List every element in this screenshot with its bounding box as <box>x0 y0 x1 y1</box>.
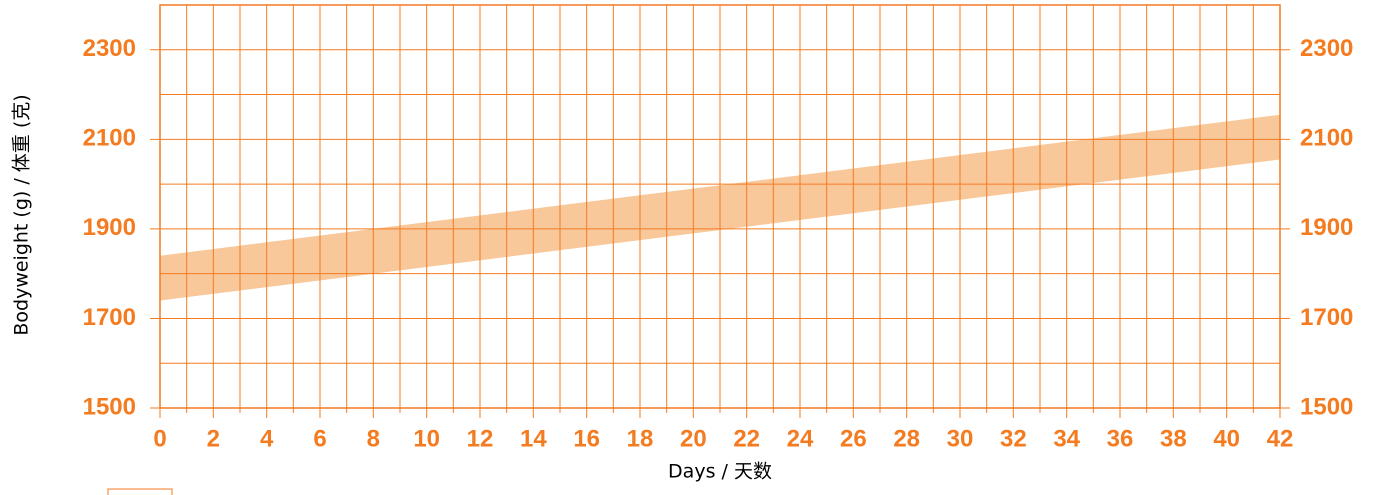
x-tick-label: 20 <box>680 425 707 452</box>
x-tick-label: 24 <box>787 425 814 452</box>
y2-tick-label: 1700 <box>1300 304 1353 331</box>
x-tick-label: 8 <box>367 425 380 452</box>
x-tick-label: 36 <box>1107 425 1134 452</box>
x-tick-label: 18 <box>627 425 654 452</box>
y2-tick-label: 1900 <box>1300 214 1353 241</box>
x-tick-label: 42 <box>1267 425 1294 452</box>
x-tick-label: 32 <box>1000 425 1027 452</box>
y2-tick-label: 1500 <box>1300 393 1353 420</box>
x-tick-label: 38 <box>1160 425 1187 452</box>
x-tick-label: 30 <box>947 425 974 452</box>
y-tick-label: 2100 <box>83 125 136 152</box>
x-tick-label: 14 <box>520 425 547 452</box>
x-tick-label: 4 <box>260 425 274 452</box>
y-tick-label: 1700 <box>83 304 136 331</box>
x-tick-label: 34 <box>1053 425 1080 452</box>
y-axis-title: Bodyweight (g) / 体重 (克) <box>11 94 33 335</box>
x-tick-label: 16 <box>573 425 600 452</box>
y-tick-label: 1500 <box>83 393 136 420</box>
y2-tick-label: 2300 <box>1300 35 1353 62</box>
x-tick-label: 12 <box>467 425 494 452</box>
x-tick-label: 6 <box>313 425 326 452</box>
x-tick-label: 26 <box>840 425 867 452</box>
x-tick-label: 28 <box>893 425 920 452</box>
x-axis-title: Days / 天数 <box>668 461 772 483</box>
x-tick-label: 10 <box>413 425 440 452</box>
x-tick-label: 2 <box>207 425 220 452</box>
x-tick-label: 40 <box>1213 425 1240 452</box>
x-tick-label: 0 <box>153 425 166 452</box>
y-tick-label: 2300 <box>83 35 136 62</box>
x-tick-label: 22 <box>733 425 760 452</box>
plot-frame <box>159 4 1281 409</box>
y-tick-label: 1900 <box>83 214 136 241</box>
y2-tick-label: 2100 <box>1300 125 1353 152</box>
legend-box <box>107 488 173 495</box>
